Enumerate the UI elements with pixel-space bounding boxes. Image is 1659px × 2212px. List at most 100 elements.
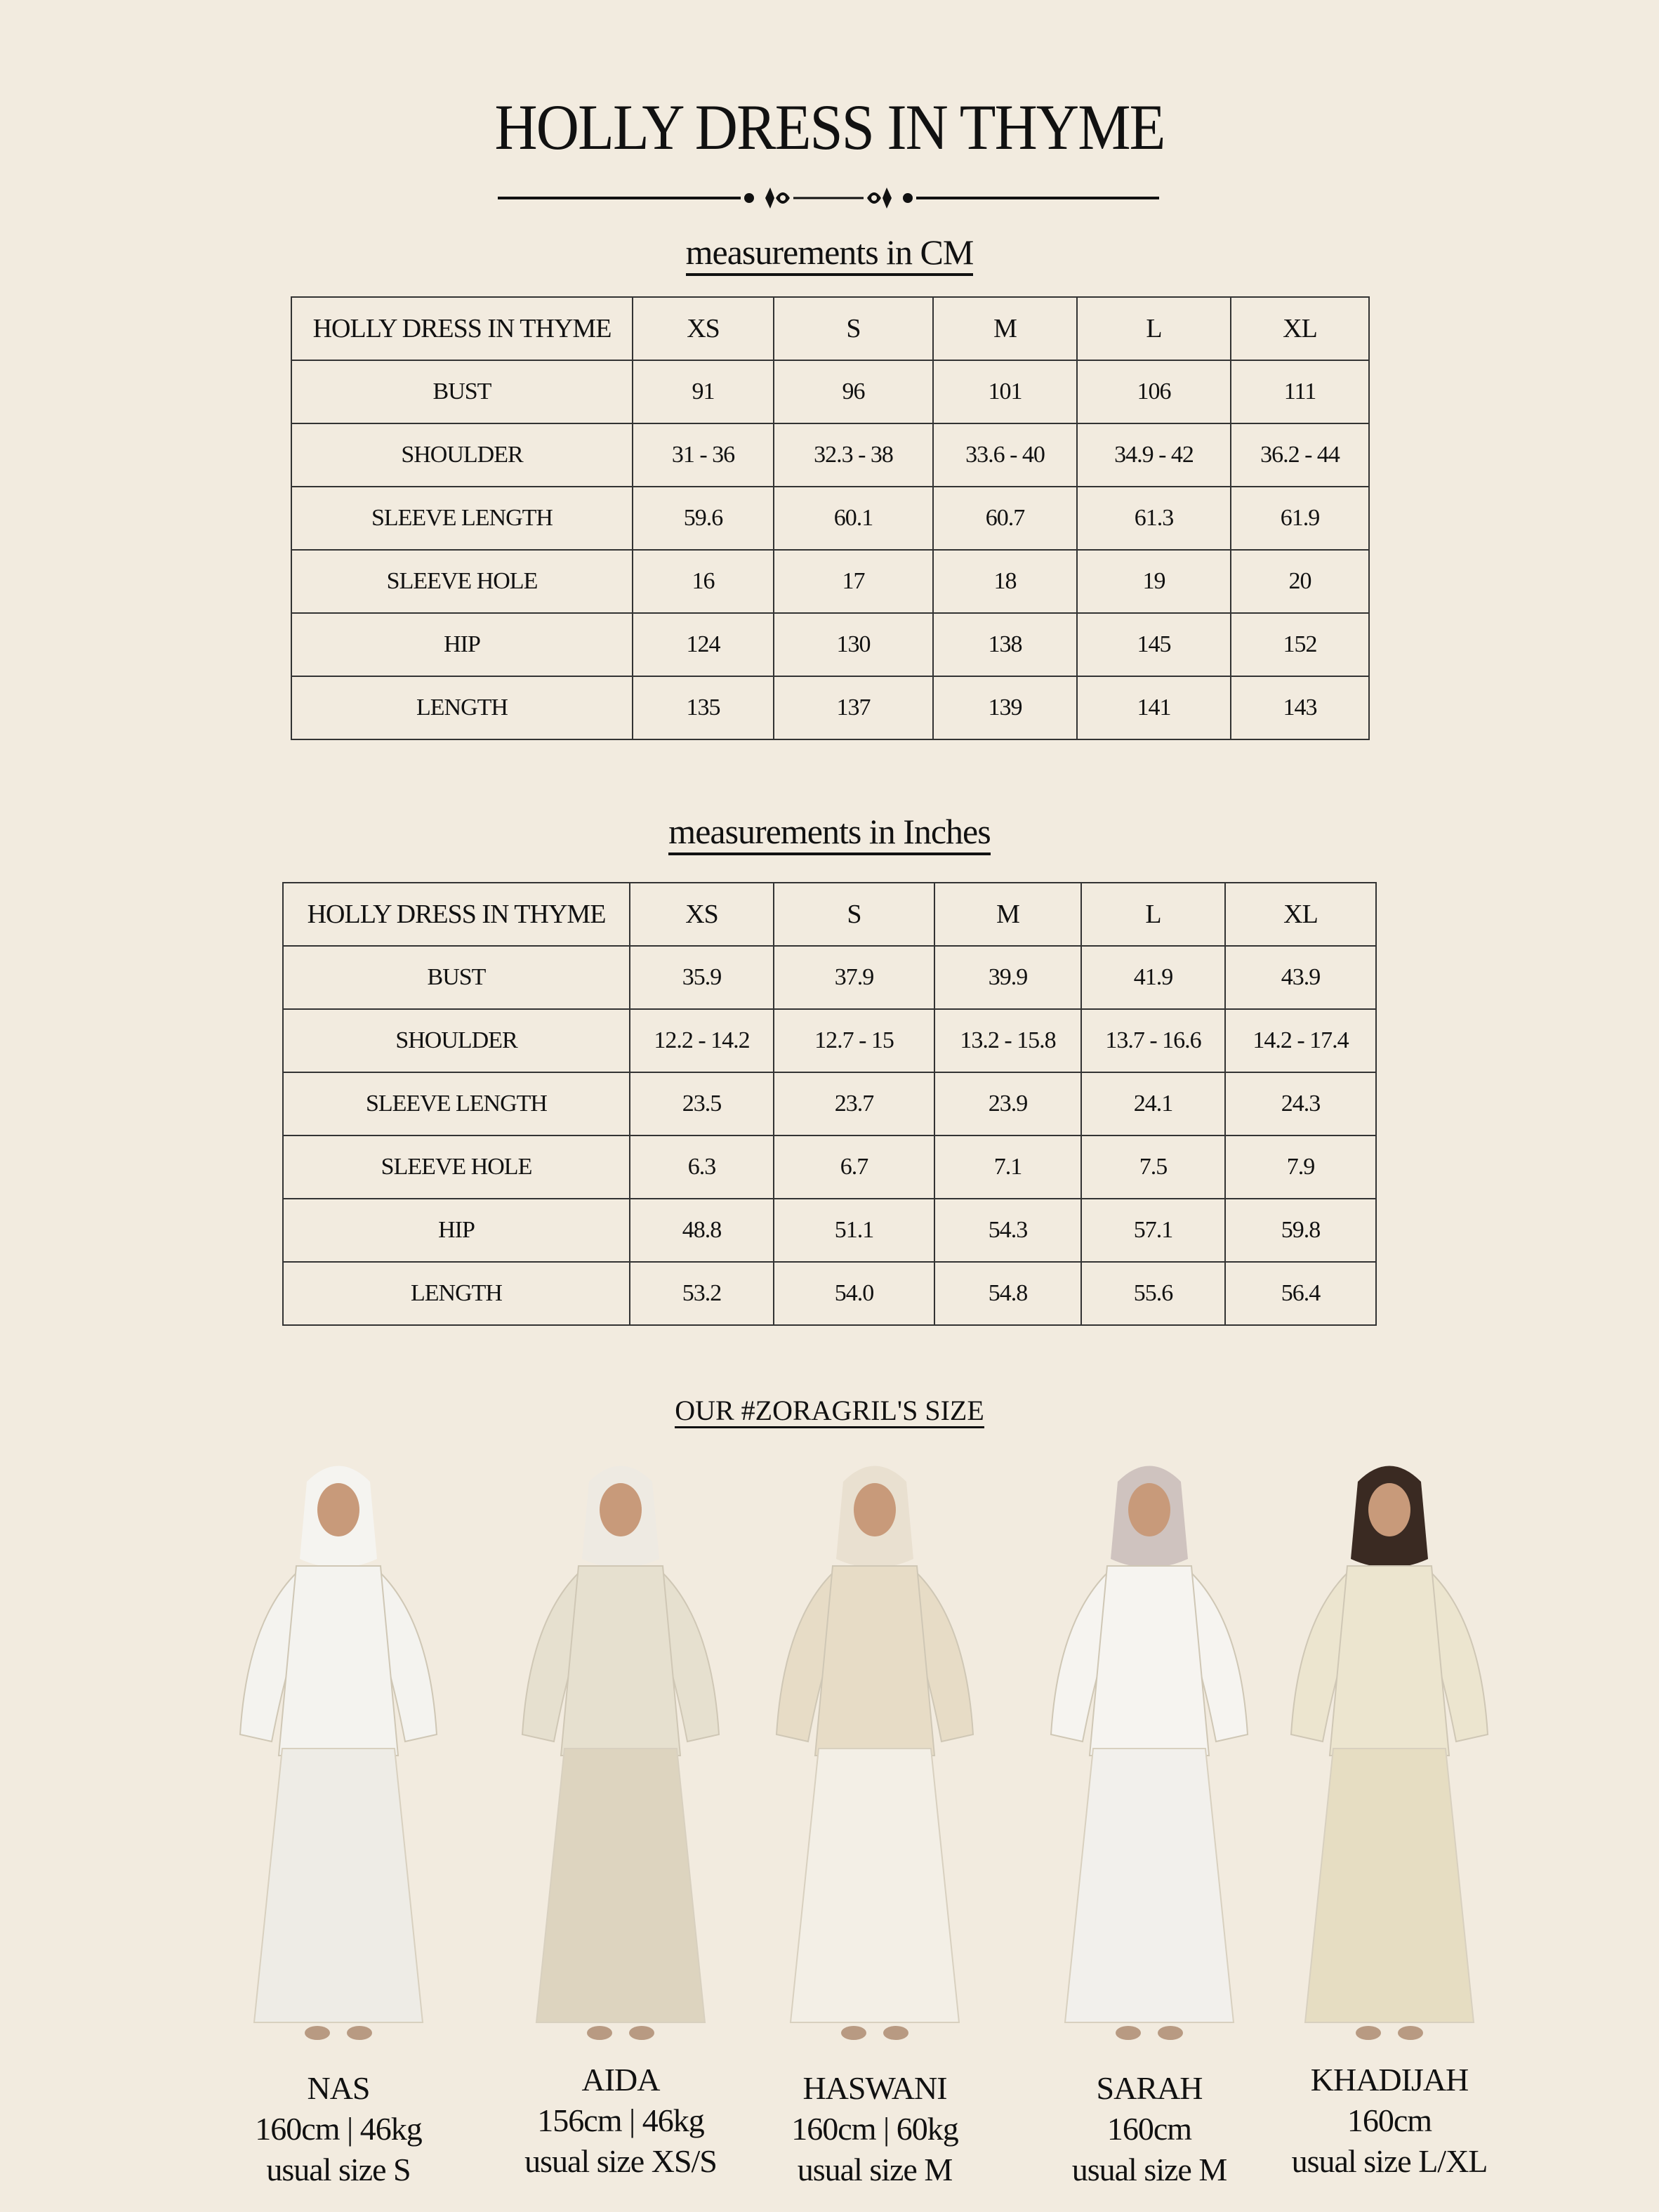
model-stats: 156cm | 46kg (537, 2102, 704, 2138)
row-label: SHOULDER (282, 1008, 630, 1073)
row-label: SLEEVE HOLE (291, 549, 633, 614)
model-caption: AIDA 156cm | 46kg usual size XS/S (452, 2060, 789, 2182)
table-cell: 57.1 (1080, 1198, 1226, 1263)
model-usual: usual size S (266, 2152, 411, 2187)
face (1128, 1483, 1170, 1536)
table-cell: 23.7 (773, 1072, 935, 1136)
table-cell: 24.1 (1080, 1072, 1226, 1136)
table-row: HIP 124 130 138 145 152 (291, 612, 1370, 677)
table-cell: 12.7 - 15 (773, 1008, 935, 1073)
table-cell: 141 (1076, 676, 1231, 740)
model-photo-haswani (748, 1454, 1001, 2065)
top (560, 1565, 682, 1756)
table-header-row: HOLLY DRESS IN THYME XS S M L XL (282, 882, 1377, 947)
face (854, 1483, 896, 1536)
header-cell: XL (1224, 882, 1377, 947)
inches-heading: measurements in Inches (0, 811, 1659, 855)
model-caption: SARAH 160cm usual size M (981, 2068, 1318, 2190)
table-cell: 13.2 - 15.8 (934, 1008, 1082, 1073)
row-label: LENGTH (291, 676, 633, 740)
table-cell: 23.9 (934, 1072, 1082, 1136)
model-photo-nas (212, 1454, 465, 2065)
table-cell: 61.3 (1076, 486, 1231, 551)
table-cell: 36.2 - 44 (1230, 423, 1370, 487)
table-cell: 91 (632, 360, 774, 424)
table-cell: 54.0 (773, 1261, 935, 1326)
row-label: HIP (282, 1198, 630, 1263)
table-cell: 59.8 (1224, 1198, 1377, 1263)
header-cell: HOLLY DRESS IN THYME (282, 882, 630, 947)
table-cell: 18 (932, 549, 1078, 614)
table-cell: 124 (632, 612, 774, 677)
table-cell: 137 (773, 676, 934, 740)
model-name: HASWANI (802, 2070, 947, 2106)
table-cell: 48.8 (629, 1198, 774, 1263)
table-cell: 53.2 (629, 1261, 774, 1326)
shoe-right (1398, 2026, 1423, 2040)
shoe-left (841, 2026, 866, 2040)
table-cell: 111 (1230, 360, 1370, 424)
table-cell: 96 (773, 360, 934, 424)
table-row: LENGTH 53.2 54.0 54.8 55.6 56.4 (282, 1261, 1377, 1326)
top (1328, 1565, 1450, 1756)
table-cell: 54.8 (934, 1261, 1082, 1326)
page-title: HOLLY DRESS IN THYME (494, 91, 1166, 163)
table-cell: 51.1 (773, 1198, 935, 1263)
skirt (1064, 1748, 1235, 2023)
header-cell: S (773, 882, 935, 947)
model-name: NAS (307, 2070, 370, 2106)
model-usual: usual size L/XL (1291, 2143, 1488, 2179)
top (814, 1565, 936, 1756)
shoe-left (1116, 2026, 1141, 2040)
skirt (1304, 1748, 1475, 2023)
table-row: SLEEVE LENGTH 23.5 23.7 23.9 24.1 24.3 (282, 1072, 1377, 1136)
table-cell: 37.9 (773, 945, 935, 1010)
skirt (789, 1748, 960, 2023)
model-caption: HASWANI 160cm | 60kg usual size M (706, 2068, 1043, 2190)
table-cell: 32.3 - 38 (773, 423, 934, 487)
header-cell: M (932, 296, 1078, 361)
header-cell: L (1080, 882, 1226, 947)
table-cell: 43.9 (1224, 945, 1377, 1010)
table-cell: 7.9 (1224, 1135, 1377, 1199)
skirt (535, 1748, 706, 2023)
skirt (253, 1748, 424, 2023)
model-photo-aida (494, 1454, 747, 2065)
table-cell: 135 (632, 676, 774, 740)
table-row: LENGTH 135 137 139 141 143 (291, 676, 1370, 740)
header-cell: XL (1230, 296, 1370, 361)
table-cell: 54.3 (934, 1198, 1082, 1263)
table-cell: 41.9 (1080, 945, 1226, 1010)
shoe-right (347, 2026, 372, 2040)
shoe-left (587, 2026, 612, 2040)
model-photo-khadijah (1263, 1454, 1516, 2065)
model-name: KHADIJAH (1310, 2062, 1469, 2098)
table-cell: 34.9 - 42 (1076, 423, 1231, 487)
table-cell: 143 (1230, 676, 1370, 740)
shoe-left (305, 2026, 330, 2040)
row-label: BUST (291, 360, 633, 424)
model-caption: NAS 160cm | 46kg usual size S (170, 2068, 507, 2190)
table-cell: 14.2 - 17.4 (1224, 1008, 1377, 1073)
table-cell: 17 (773, 549, 934, 614)
table-cell: 23.5 (629, 1072, 774, 1136)
table-cell: 13.7 - 16.6 (1080, 1008, 1226, 1073)
inches-size-table: HOLLY DRESS IN THYME XS S M L XL BUST 35.… (282, 882, 1377, 1326)
model-usual: usual size M (797, 2152, 953, 2187)
row-label: SLEEVE LENGTH (282, 1072, 630, 1136)
table-row: BUST 35.9 37.9 39.9 41.9 43.9 (282, 945, 1377, 1010)
table-cell: 56.4 (1224, 1261, 1377, 1326)
table-cell: 145 (1076, 612, 1231, 677)
header-cell: L (1076, 296, 1231, 361)
table-cell: 61.9 (1230, 486, 1370, 551)
shoe-right (629, 2026, 654, 2040)
table-row: SLEEVE LENGTH 59.6 60.1 60.7 61.3 61.9 (291, 486, 1370, 551)
table-row: HIP 48.8 51.1 54.3 57.1 59.8 (282, 1198, 1377, 1263)
shoe-left (1356, 2026, 1381, 2040)
table-row: SHOULDER 31 - 36 32.3 - 38 33.6 - 40 34.9 - … (291, 423, 1370, 487)
row-label: SHOULDER (291, 423, 633, 487)
table-cell: 24.3 (1224, 1072, 1377, 1136)
model-usual: usual size M (1071, 2152, 1228, 2187)
table-row: SLEEVE HOLE 16 17 18 19 20 (291, 549, 1370, 614)
table-cell: 59.6 (632, 486, 774, 551)
